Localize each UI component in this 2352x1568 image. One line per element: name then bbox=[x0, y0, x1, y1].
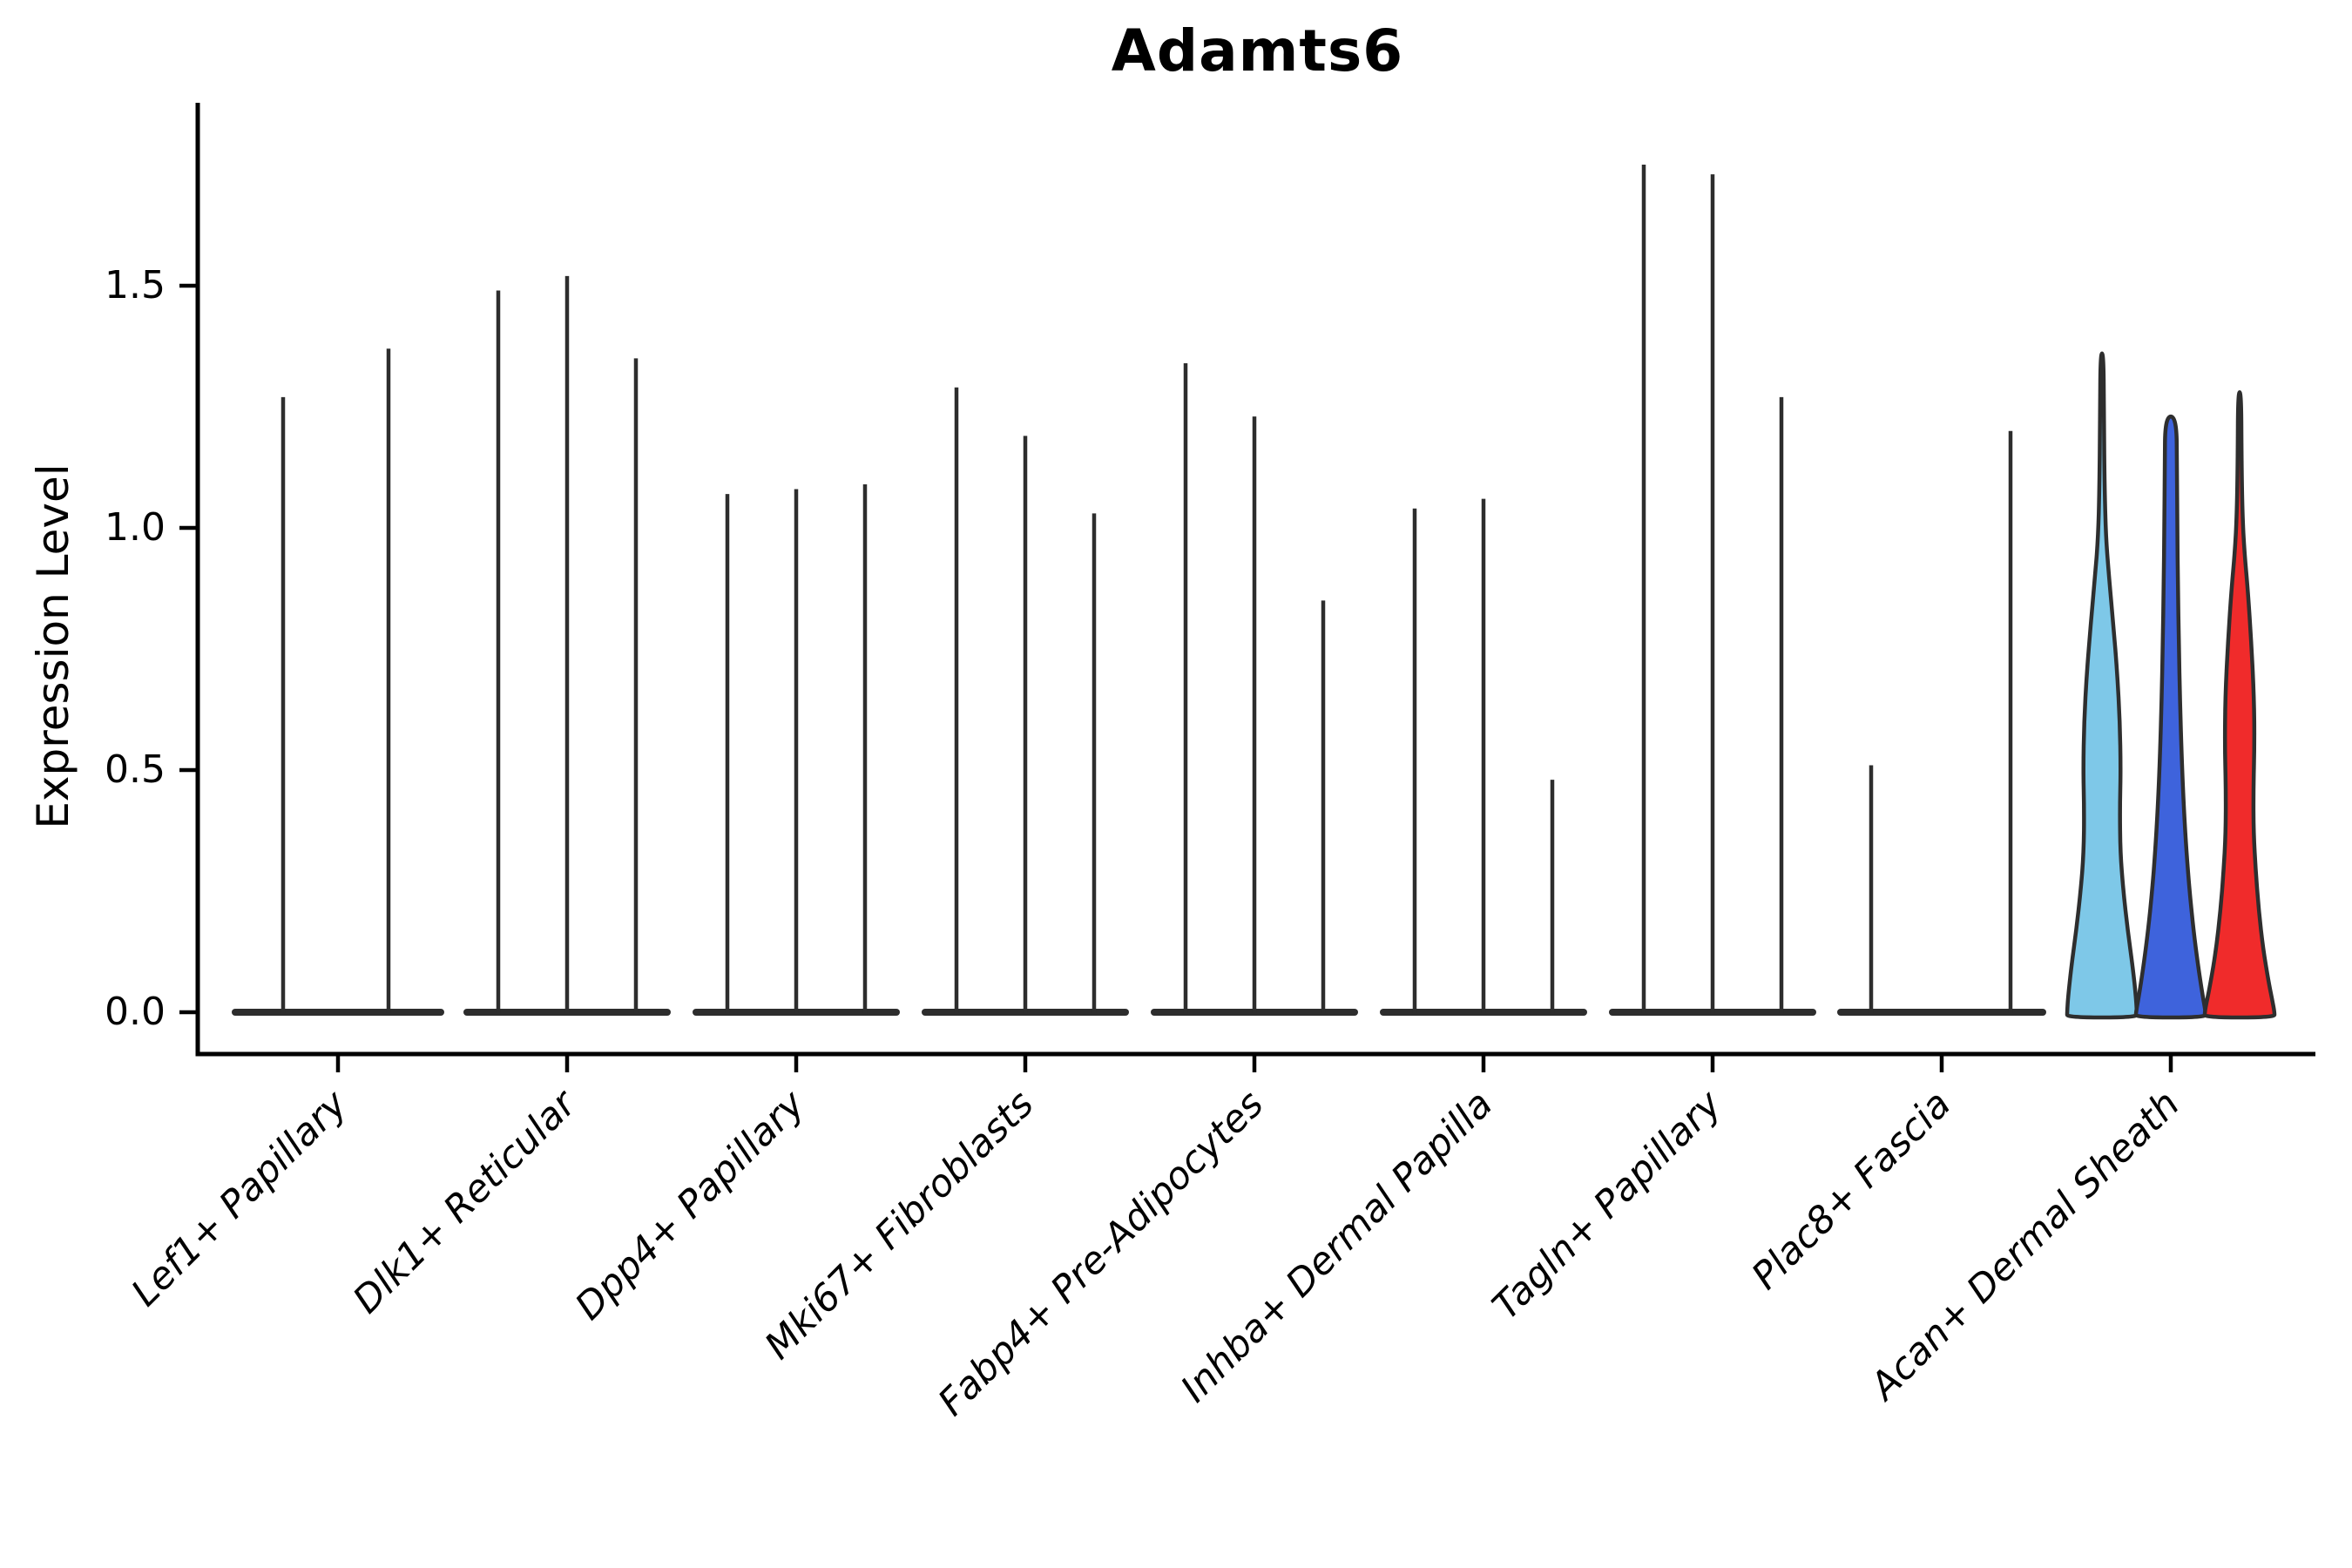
y-tick-label-0.5: 0.5 bbox=[105, 747, 166, 792]
y-tick-label-1.5: 1.5 bbox=[105, 263, 166, 308]
violin-base-0 bbox=[232, 1009, 444, 1016]
y-axis-label: Expression Level bbox=[28, 463, 78, 829]
violin-base-7 bbox=[1837, 1009, 2046, 1016]
y-tick-label-1.0: 1.0 bbox=[105, 505, 166, 550]
y-tick-label-0.0: 0.0 bbox=[105, 990, 166, 1034]
violin-shape-skyblue bbox=[2065, 351, 2139, 1020]
chart-title: Adamts6 bbox=[1111, 17, 1404, 84]
violin-shape-royalblue bbox=[2133, 414, 2208, 1020]
violin-shape-red bbox=[2202, 390, 2277, 1020]
